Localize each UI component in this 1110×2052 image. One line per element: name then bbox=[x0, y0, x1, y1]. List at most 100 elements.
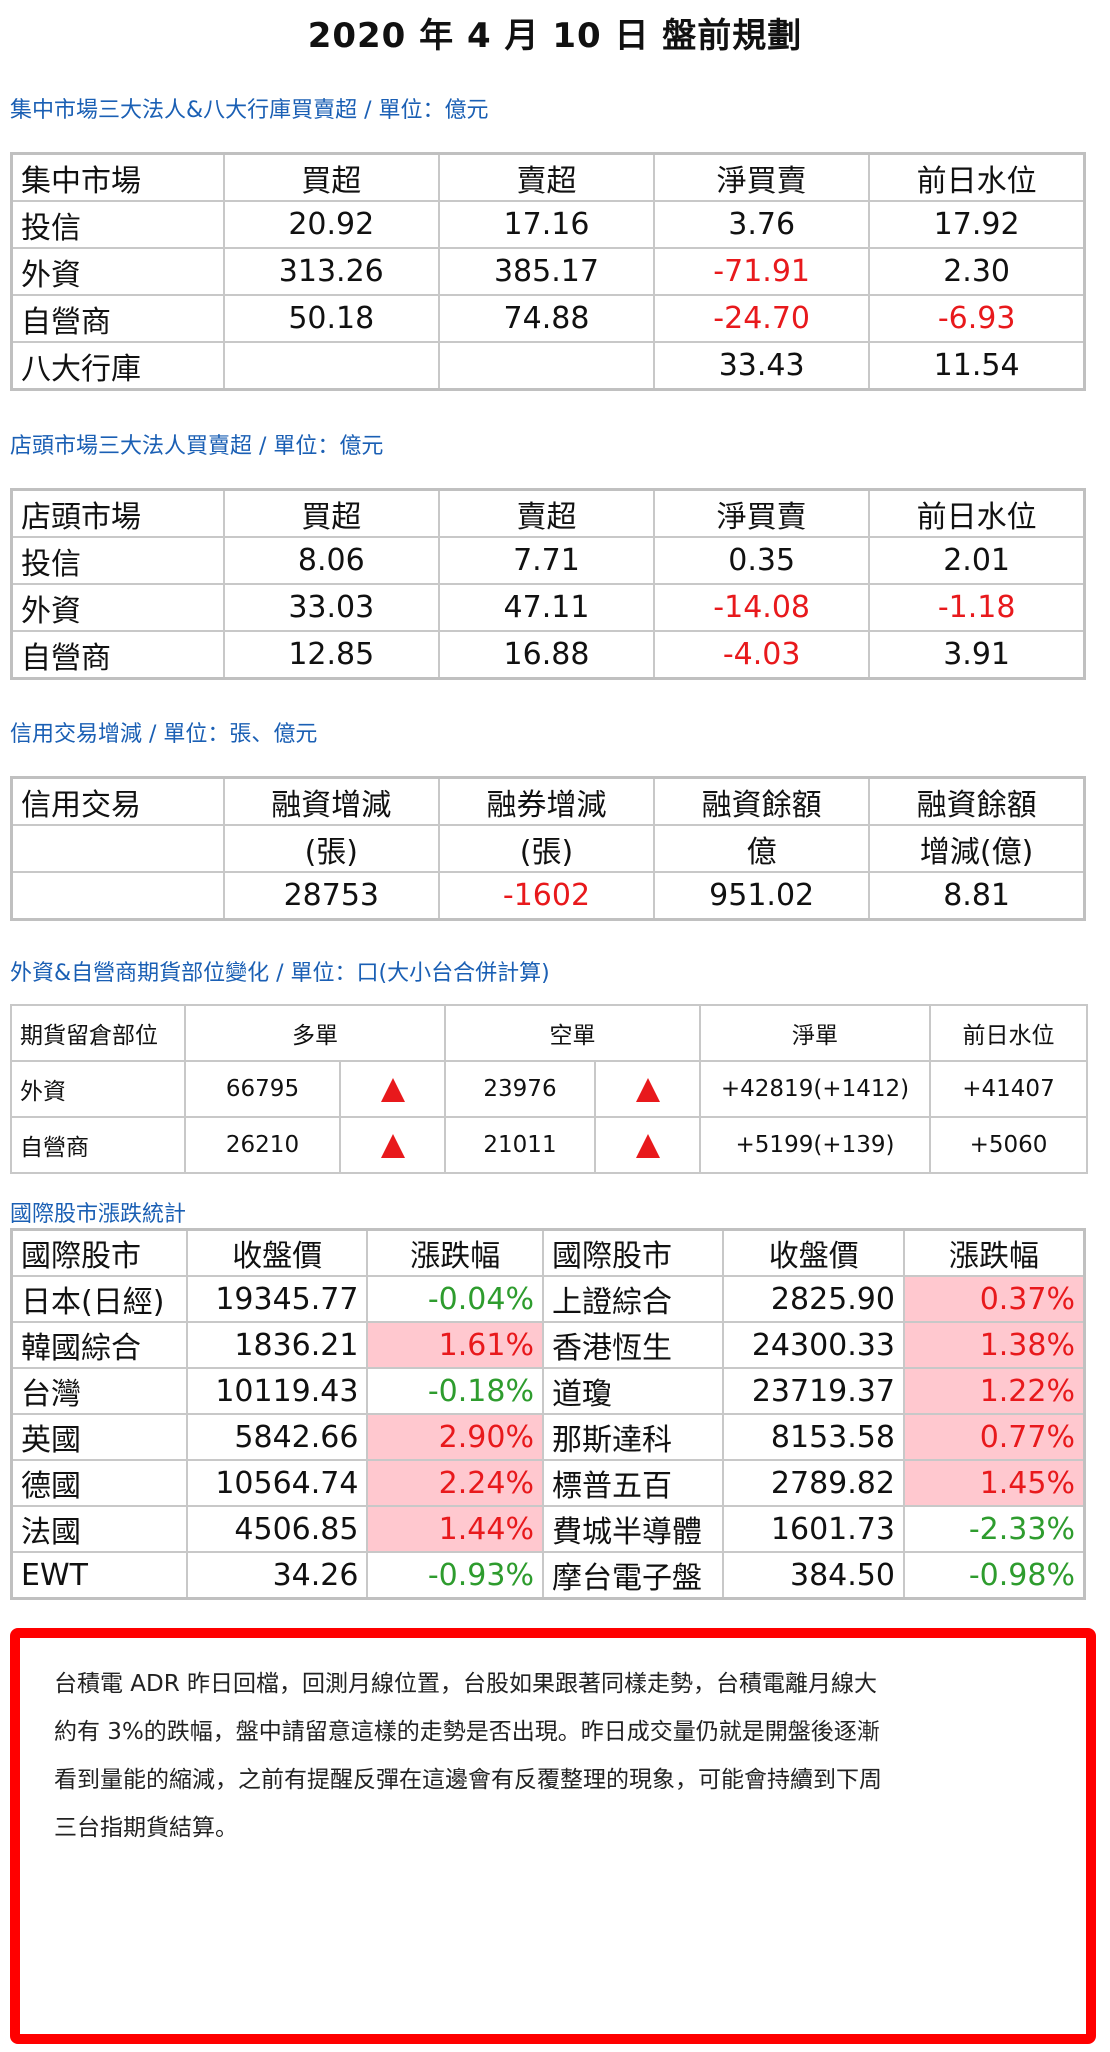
table-row: 外資 313.26 385.17 -71.91 2.30 bbox=[10, 247, 1086, 296]
row-label: 外資 bbox=[10, 1060, 186, 1118]
table-header-row: 國際股市 收盤價 漲跌幅 國際股市 收盤價 漲跌幅 bbox=[10, 1228, 1086, 1277]
commentary-line: 看到量能的縮減，之前有提醒反彈在這邊會有反覆整理的現象，可能會持續到下周 bbox=[54, 1767, 882, 1793]
change-pct: 1.45% bbox=[902, 1459, 1086, 1507]
header-cell: 前日水位 bbox=[868, 488, 1086, 538]
header-cell: 漲跌幅 bbox=[902, 1228, 1086, 1277]
header-cell: 前日水位 bbox=[868, 152, 1086, 202]
change-pct: 1.38% bbox=[902, 1321, 1086, 1369]
table-cell: 20.92 bbox=[222, 200, 440, 249]
header-cell: 前日水位 bbox=[929, 1004, 1088, 1062]
header-cell: 融資增減 bbox=[222, 776, 440, 826]
row-label: 自營商 bbox=[10, 1116, 186, 1174]
market-name: 香港恆生 bbox=[541, 1321, 725, 1369]
table-cell: 8.81 bbox=[868, 871, 1086, 921]
market-name: 費城半導體 bbox=[541, 1505, 725, 1553]
header-cell: 店頭市場 bbox=[10, 488, 225, 538]
table-header-row: 信用交易 融資增減 融券增減 融資餘額 融資餘額 bbox=[10, 776, 1086, 826]
section-heading-margin-trading: 信用交易增減 / 單位：張、億元 bbox=[10, 722, 318, 747]
table-subheader-row: (張) (張) 億 增減(億) bbox=[10, 824, 1086, 873]
header-cell: 淨買賣 bbox=[653, 152, 871, 202]
table-cell: -1602 bbox=[437, 871, 656, 921]
triangle-up-icon bbox=[594, 1060, 701, 1118]
header-cell: 集中市場 bbox=[10, 152, 225, 202]
market-name: 標普五百 bbox=[541, 1459, 725, 1507]
change-pct: 0.37% bbox=[902, 1275, 1086, 1323]
triangle-up-icon bbox=[339, 1060, 446, 1118]
table-row: 台灣 10119.43 -0.18% 道瓊 23719.37 1.22% bbox=[10, 1367, 1086, 1415]
close-price: 34.26 bbox=[185, 1551, 369, 1600]
table-cell: 313.26 bbox=[222, 247, 440, 296]
table-cell: +5199(+139) bbox=[699, 1116, 931, 1174]
table-cell: 28753 bbox=[222, 871, 440, 921]
commentary-box: 台積電 ADR 昨日回檔，回測月線位置，台股如果跟著同樣走勢，台積電離月線大 約… bbox=[10, 1628, 1096, 2044]
close-price: 19345.77 bbox=[185, 1275, 369, 1323]
close-price: 23719.37 bbox=[722, 1367, 905, 1415]
table-row: 英國 5842.66 2.90% 那斯達科 8153.58 0.77% bbox=[10, 1413, 1086, 1461]
header-cell: 國際股市 bbox=[541, 1228, 725, 1277]
subheader-cell: (張) bbox=[437, 824, 656, 873]
table-cell: 74.88 bbox=[437, 294, 656, 343]
table-cell: +42819(+1412) bbox=[699, 1060, 931, 1118]
market-name: 那斯達科 bbox=[541, 1413, 725, 1461]
close-price: 384.50 bbox=[722, 1551, 905, 1600]
subheader-cell: 增減(億) bbox=[868, 824, 1086, 873]
table-cell: 2.30 bbox=[868, 247, 1086, 296]
market-name: EWT bbox=[10, 1551, 188, 1600]
table-cell: 47.11 bbox=[437, 583, 656, 632]
table-cell: 8.06 bbox=[222, 536, 440, 585]
section-heading-futures-positions: 外資&自營商期貨部位變化 / 單位：口(大小台合併計算) bbox=[10, 961, 550, 986]
change-pct: -0.98% bbox=[902, 1551, 1086, 1600]
row-label: 外資 bbox=[10, 583, 225, 632]
section-heading-otc-market: 店頭市場三大法人買賣超 / 單位：億元 bbox=[10, 434, 384, 459]
table-row: 外資 66795 23976 +42819(+1412) +41407 bbox=[10, 1060, 1088, 1118]
market-name: 法國 bbox=[10, 1505, 188, 1553]
table-row: 自營商 26210 21011 +5199(+139) +5060 bbox=[10, 1116, 1088, 1174]
close-price: 2789.82 bbox=[722, 1459, 905, 1507]
row-label: 自營商 bbox=[10, 294, 225, 343]
header-cell: 賣超 bbox=[437, 152, 656, 202]
change-pct: -0.18% bbox=[366, 1367, 544, 1415]
row-label: 八大行庫 bbox=[10, 341, 225, 391]
commentary-line: 台積電 ADR 昨日回檔，回測月線位置，台股如果跟著同樣走勢，台積電離月線大 bbox=[54, 1671, 878, 1697]
table-cell: 7.71 bbox=[437, 536, 656, 585]
header-cell: 漲跌幅 bbox=[366, 1228, 544, 1277]
table-cell: 33.03 bbox=[222, 583, 440, 632]
table-cell: 3.76 bbox=[653, 200, 871, 249]
header-cell: 淨單 bbox=[699, 1004, 931, 1062]
commentary-line: 約有 3%的跌幅，盤中請留意這樣的走勢是否出現。昨日成交量仍就是開盤後逐漸 bbox=[54, 1719, 880, 1745]
header-cell: 信用交易 bbox=[10, 776, 225, 826]
subheader-cell: 億 bbox=[653, 824, 871, 873]
table-cell: 11.54 bbox=[868, 341, 1086, 391]
change-pct: 1.44% bbox=[366, 1505, 544, 1553]
close-price: 5842.66 bbox=[185, 1413, 369, 1461]
close-price: 2825.90 bbox=[722, 1275, 905, 1323]
close-price: 10119.43 bbox=[185, 1367, 369, 1415]
table-row: 投信 20.92 17.16 3.76 17.92 bbox=[10, 200, 1086, 249]
table-cell: 21011 bbox=[444, 1116, 596, 1174]
table-cell: -4.03 bbox=[653, 630, 871, 680]
commentary-text: 台積電 ADR 昨日回檔，回測月線位置，台股如果跟著同樣走勢，台積電離月線大 約… bbox=[54, 1660, 1064, 1852]
table-cell: 26210 bbox=[184, 1116, 341, 1174]
row-label bbox=[10, 871, 225, 921]
table-header-row: 集中市場 買超 賣超 淨買賣 前日水位 bbox=[10, 152, 1086, 202]
table-cell: 17.92 bbox=[868, 200, 1086, 249]
header-cell: 空單 bbox=[444, 1004, 701, 1062]
change-pct: 1.22% bbox=[902, 1367, 1086, 1415]
row-label: 自營商 bbox=[10, 630, 225, 680]
listed-market-table: 集中市場 買超 賣超 淨買賣 前日水位 投信 20.92 17.16 3.76 … bbox=[10, 152, 1086, 391]
header-cell: 買超 bbox=[222, 488, 440, 538]
table-cell: -6.93 bbox=[868, 294, 1086, 343]
section-heading-listed-market: 集中市場三大法人&八大行庫買賣超 / 單位：億元 bbox=[10, 98, 489, 123]
market-name: 日本(日經) bbox=[10, 1275, 188, 1323]
header-cell: 多單 bbox=[184, 1004, 446, 1062]
change-pct: -2.33% bbox=[902, 1505, 1086, 1553]
close-price: 10564.74 bbox=[185, 1459, 369, 1507]
table-cell: 50.18 bbox=[222, 294, 440, 343]
margin-trading-table: 信用交易 融資增減 融券增減 融資餘額 融資餘額 (張) (張) 億 增減(億)… bbox=[10, 776, 1086, 921]
row-label: 投信 bbox=[10, 200, 225, 249]
header-cell: 融資餘額 bbox=[653, 776, 871, 826]
market-name: 台灣 bbox=[10, 1367, 188, 1415]
change-pct: 2.24% bbox=[366, 1459, 544, 1507]
table-cell: -14.08 bbox=[653, 583, 871, 632]
market-name: 韓國綜合 bbox=[10, 1321, 188, 1369]
